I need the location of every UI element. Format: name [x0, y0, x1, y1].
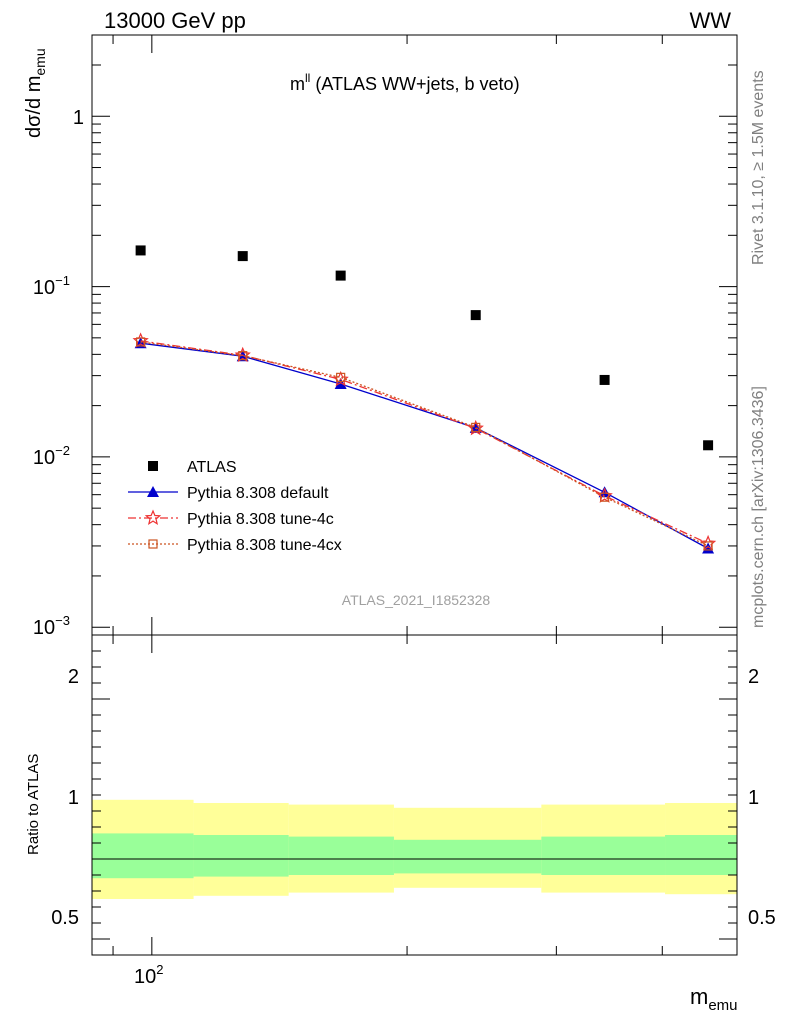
data-point [699, 534, 717, 551]
rivet-label: Rivet 3.1.10, ≥ 1.5M events [750, 70, 767, 265]
legend-label: Pythia 8.308 default [187, 485, 329, 502]
data-point [702, 542, 715, 554]
data-point [132, 332, 149, 348]
ratio-band-bin [393, 839, 542, 874]
ratio-tick-label-right: 2 [748, 666, 759, 688]
analysis-watermark: ATLAS_2021_I1852328 [342, 592, 491, 608]
ratio-tick-label-right: 1 [748, 787, 759, 809]
ratio-tick-label-left: 2 [68, 666, 79, 688]
ratio-tick-label-left: 1 [68, 787, 79, 809]
legend-label: Pythia 8.308 tune-4c [187, 511, 334, 528]
data-point [471, 422, 481, 432]
series-3 [136, 337, 713, 551]
data-point [596, 487, 613, 503]
x-axis-label: memu [690, 984, 738, 1014]
legend-marker [148, 539, 158, 549]
y-tick-label: 10−1 [33, 273, 70, 299]
ratio-band-bin [193, 835, 289, 877]
x-tick-label: 102 [134, 962, 163, 988]
plot-title: mll (ATLAS WW+jets, b veto) [290, 71, 520, 94]
data-point [332, 370, 349, 387]
series-0 [135, 245, 714, 451]
ratio-band-bin [541, 836, 666, 875]
ratio-y-axis-label: Ratio to ATLAS [25, 754, 42, 855]
legend-marker [148, 461, 158, 471]
ratio-axis-ticks [92, 635, 737, 955]
data-point [334, 377, 347, 389]
header-left: 13000 GeV pp [104, 8, 246, 33]
ratio-band-bin [288, 836, 394, 875]
legend: ATLAS Pythia 8.308 default Pythia 8.308 tu… [128, 459, 342, 554]
ratio-plot-frame [91, 634, 738, 956]
data-point [599, 492, 610, 502]
legend-marker [144, 509, 162, 525]
header-right: WW [689, 8, 731, 33]
data-point [599, 374, 610, 385]
main-y-tick-labels: 1 10−1 10−2 10−3 [33, 107, 84, 639]
data-point [135, 245, 146, 256]
ratio-band-bin [92, 833, 194, 879]
series-layer [132, 245, 717, 554]
ratio-y-tick-labels: 0.5 1 2 0.5 1 2 [51, 666, 776, 929]
data-point [237, 251, 248, 262]
ratio-tick-label-left: 0.5 [51, 907, 79, 929]
data-point [136, 337, 146, 347]
data-point [598, 486, 611, 498]
y-tick-label: 1 [73, 107, 84, 129]
data-point [703, 541, 713, 551]
y-tick-label: 10−2 [33, 443, 70, 469]
series-line [140, 341, 709, 547]
data-point [238, 351, 248, 361]
mcplots-label: mcplots.cern.ch [arXiv:1306.3436] [750, 386, 767, 628]
ratio-band-bin [665, 835, 737, 875]
data-point [470, 310, 481, 321]
data-point [336, 372, 346, 382]
main-y-axis-label: dσ/d memu [23, 48, 48, 138]
legend-label: Pythia 8.308 tune-4cx [187, 537, 342, 554]
legend-marker [147, 486, 159, 497]
data-point [335, 270, 346, 281]
y-tick-label: 10−3 [33, 613, 70, 639]
ratio-bands [92, 799, 737, 899]
data-point [234, 346, 251, 363]
legend-label: ATLAS [187, 459, 237, 476]
data-point [703, 440, 714, 451]
ratio-tick-label-right: 0.5 [748, 907, 776, 929]
